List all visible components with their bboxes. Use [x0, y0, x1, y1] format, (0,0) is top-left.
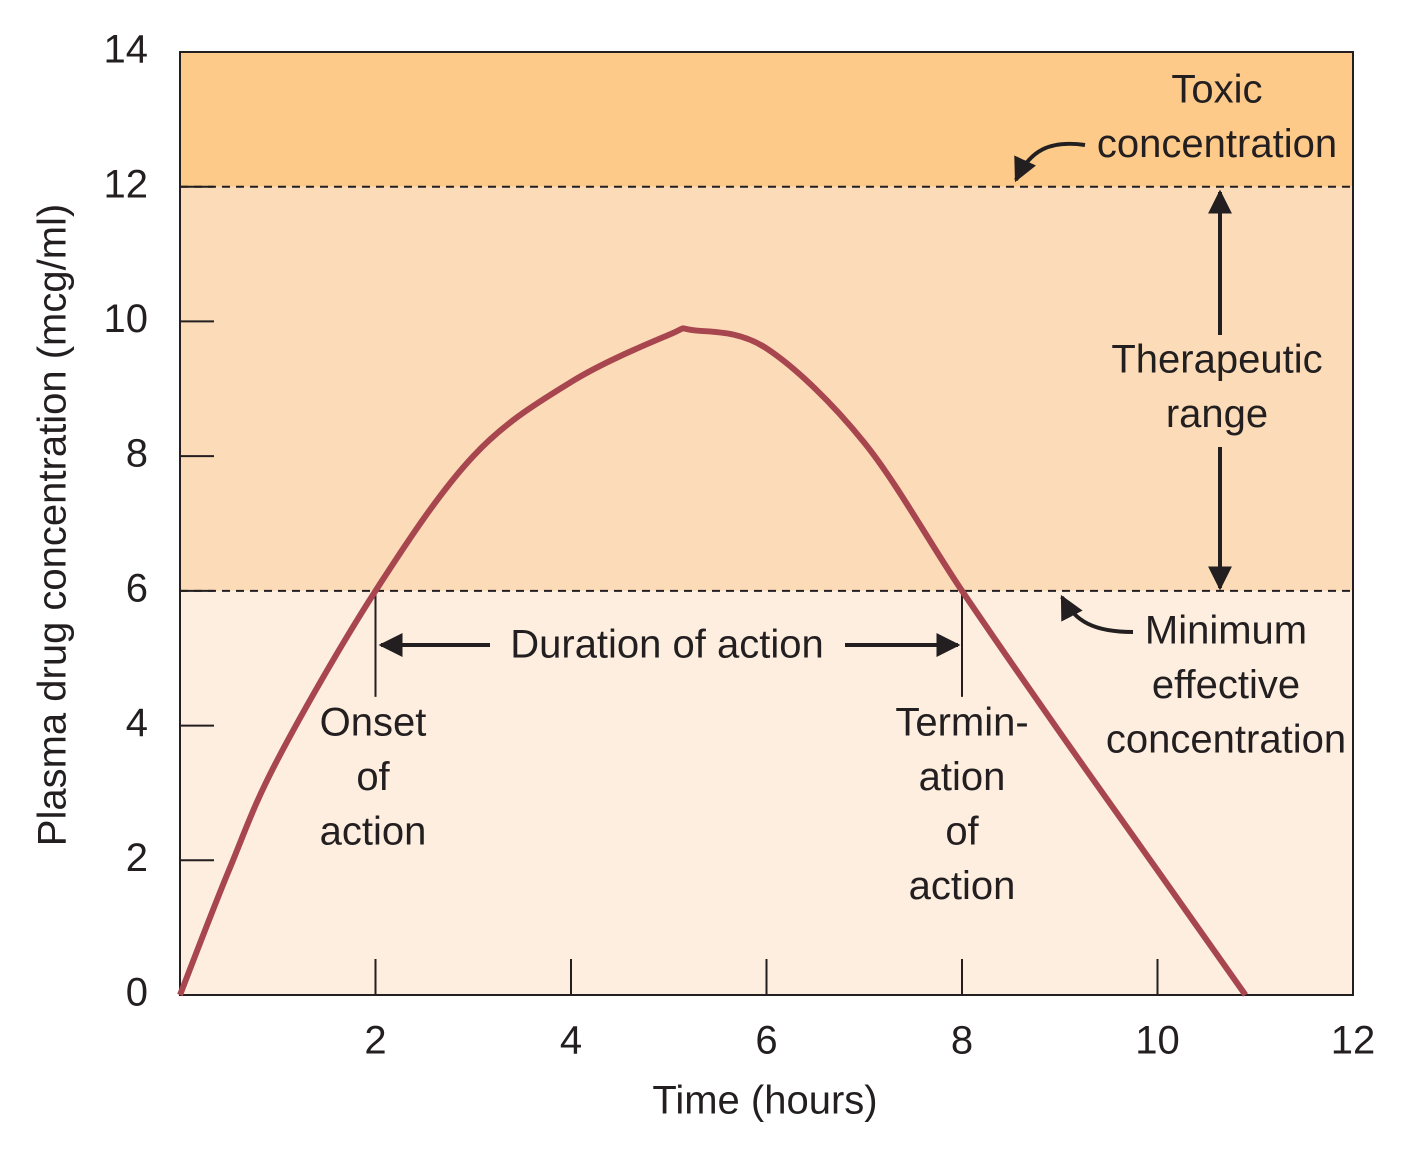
minimum-arrow — [1060, 594, 1134, 634]
annotation-onset: action — [320, 810, 427, 854]
y-tick-label: 12 — [104, 162, 149, 206]
x-tick-label: 4 — [560, 1019, 582, 1063]
bands — [180, 52, 1353, 995]
annotation-therapeutic: range — [1166, 392, 1268, 436]
y-tick-label: 10 — [104, 297, 149, 341]
annotation-toxic: Toxic — [1171, 68, 1262, 112]
x-tick-label: 12 — [1331, 1019, 1376, 1063]
annotation-onset: of — [356, 755, 390, 799]
annotation-minimum: Minimum — [1145, 609, 1307, 653]
annotation-arrows — [378, 141, 1232, 657]
annotation-termination: action — [909, 864, 1016, 908]
annotation-duration: Duration of action — [510, 623, 824, 667]
y-tick-label: 4 — [126, 701, 148, 745]
annotation-toxic: concentration — [1097, 122, 1337, 166]
band — [180, 52, 1353, 187]
annotation-termination: ation — [919, 755, 1006, 799]
annotation-termination: Termin- — [895, 701, 1028, 745]
annotation-minimum: effective — [1152, 663, 1300, 707]
plot-frame — [179, 51, 1354, 996]
band — [180, 186, 1353, 591]
y-axis-label: Plasma drug concentration (mcg/ml) — [31, 204, 75, 846]
x-axis-label: Time (hours) — [652, 1079, 877, 1123]
concentration-curve — [177, 325, 1248, 997]
annotation-onset: Onset — [320, 701, 427, 745]
toxic-arrow — [1014, 141, 1086, 183]
plot: 0 2 4 6 8 10 12 14 2 4 6 8 10 12 — [104, 28, 1376, 1063]
annotation-termination: of — [945, 810, 979, 854]
x-tick-label: 10 — [1135, 1019, 1180, 1063]
y-tick-label: 14 — [104, 28, 149, 72]
annotation-therapeutic: Therapeutic — [1111, 338, 1322, 382]
y-tick-label: 8 — [126, 432, 148, 476]
x-tick-label: 2 — [364, 1019, 386, 1063]
y-tick-label: 0 — [126, 971, 148, 1015]
y-tick-label: 6 — [126, 566, 148, 610]
y-tick-label: 2 — [126, 836, 148, 880]
x-tick-label: 6 — [755, 1019, 777, 1063]
x-tick-label: 8 — [951, 1019, 973, 1063]
annotations: Toxic concentration Therapeutic range Minimu… — [320, 68, 1346, 909]
annotation-minimum: concentration — [1106, 718, 1346, 762]
